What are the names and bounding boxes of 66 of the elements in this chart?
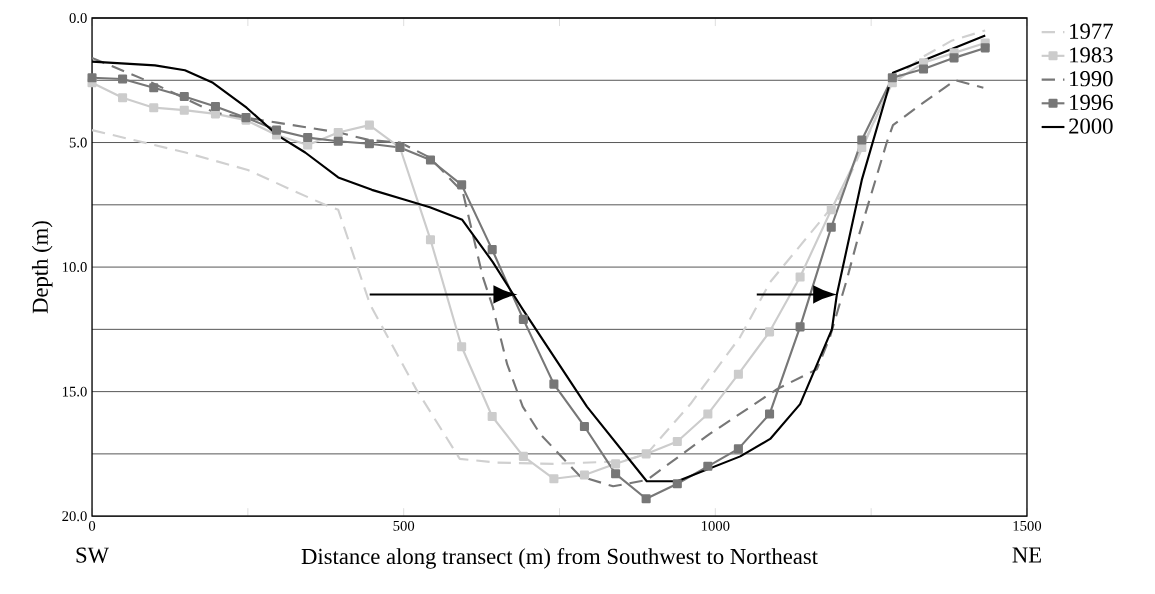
point xyxy=(887,73,897,83)
point xyxy=(980,43,990,53)
x-tick-label: 1000 xyxy=(701,520,730,531)
point xyxy=(733,444,743,454)
point xyxy=(703,409,713,419)
point xyxy=(333,136,343,146)
point xyxy=(857,135,867,145)
point xyxy=(518,451,528,461)
legend-label: 1990 xyxy=(1070,70,1113,87)
point xyxy=(210,101,220,111)
point xyxy=(118,93,128,103)
x-tick-label: 0 xyxy=(88,520,96,531)
point xyxy=(549,379,559,389)
y-tick-label: 0.0 xyxy=(69,12,87,23)
point xyxy=(364,139,374,149)
point xyxy=(333,127,343,138)
point xyxy=(518,314,528,324)
x-tick-label: 1500 xyxy=(1013,520,1042,531)
point xyxy=(579,470,589,480)
y-tick-label: 20.0 xyxy=(62,511,87,522)
point xyxy=(425,155,436,165)
y-tick-label: 10.0 xyxy=(62,262,87,272)
point xyxy=(87,73,97,83)
point xyxy=(672,479,682,489)
point xyxy=(672,436,682,446)
point xyxy=(733,369,743,379)
point xyxy=(549,474,559,484)
point xyxy=(179,91,189,101)
y-tick-label: 5.0 xyxy=(69,137,87,148)
point xyxy=(765,409,775,419)
point xyxy=(949,53,959,63)
point xyxy=(457,342,467,352)
legend-label: 2000 xyxy=(1069,118,1113,134)
legend-label: 1983 xyxy=(1070,47,1113,63)
point xyxy=(703,461,713,471)
point xyxy=(457,180,467,190)
text: SW xyxy=(76,547,109,563)
y-axis-title: Depth (m) xyxy=(31,221,53,314)
point xyxy=(149,83,159,93)
point xyxy=(425,235,436,245)
point xyxy=(765,327,775,337)
point xyxy=(918,64,929,74)
point xyxy=(579,421,589,431)
point xyxy=(641,449,651,459)
point xyxy=(271,125,282,135)
legend-label: 1996 xyxy=(1070,94,1113,110)
text: NE xyxy=(1012,547,1041,563)
x-tick-label: 500 xyxy=(393,520,415,531)
point xyxy=(303,132,313,143)
point xyxy=(303,140,313,150)
x-axis-title: Distance along transect (m) from Southwest to Northeast xyxy=(301,547,818,569)
point xyxy=(611,469,621,479)
point xyxy=(118,74,128,84)
point xyxy=(179,105,189,115)
point xyxy=(611,459,621,469)
point xyxy=(487,411,497,421)
point xyxy=(795,322,805,332)
legend-label: 1977 xyxy=(1070,23,1113,39)
point xyxy=(149,103,159,113)
point xyxy=(826,205,836,215)
point xyxy=(364,120,374,130)
point xyxy=(795,272,805,282)
point xyxy=(826,222,836,232)
point xyxy=(487,245,497,255)
y-tick-label: 15.0 xyxy=(62,386,87,397)
point xyxy=(641,494,651,504)
